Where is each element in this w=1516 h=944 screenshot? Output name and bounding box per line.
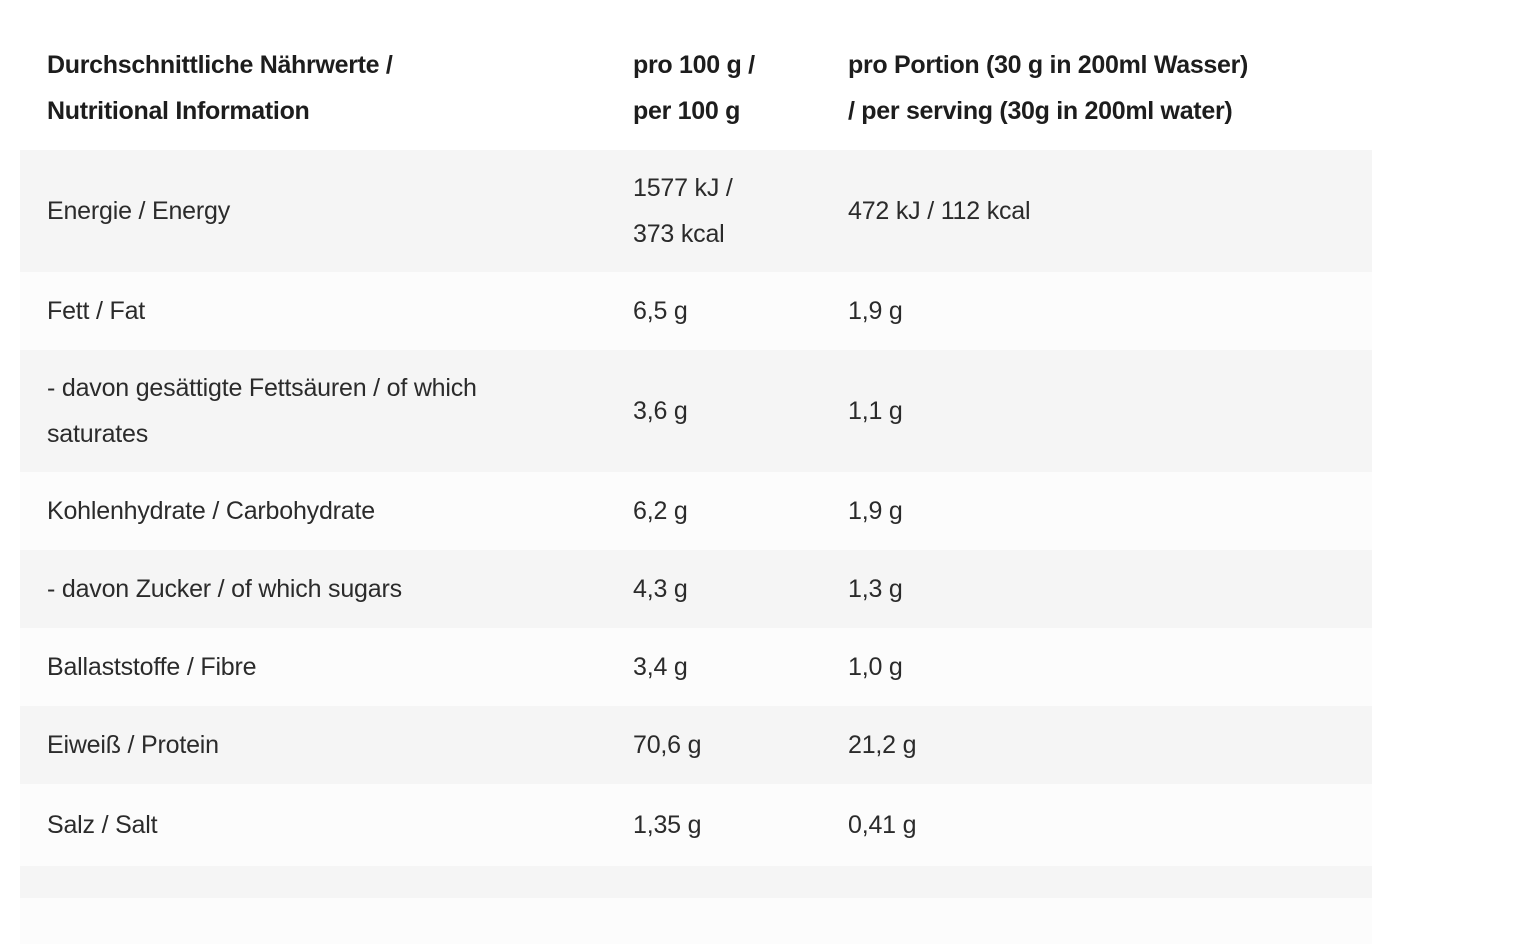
nutrient-label: Ballaststoffe / Fibre (47, 653, 257, 681)
table-row: Kohlenhydrate / Carbohydrate 6,2 g 1,9 g (20, 472, 1372, 550)
table-row: Ballaststoffe / Fibre 3,4 g 1,0 g (20, 628, 1372, 706)
table-row: Energie / Energy 1577 kJ / 373 kcal 472 … (20, 150, 1372, 272)
value-per-serving: 1,9 g (848, 297, 903, 325)
value-per-100g: 3,6 g (633, 397, 688, 425)
nutrient-label: Salz / Salt (47, 811, 158, 839)
page: { "table": { "header": { "nutrient": "Du… (47, 51, 1249, 839)
nutrient-label: Energie / Energy (47, 197, 231, 225)
header-nutrient: Durchschnittliche Nährwerte / Nutritiona… (47, 51, 393, 125)
table-row (20, 866, 1372, 898)
value-per-100g: 6,2 g (633, 497, 688, 525)
header-per-serving: pro Portion (30 g in 200ml Wasser) / per… (848, 51, 1249, 125)
header-per-100g: pro 100 g / per 100 g (633, 51, 755, 125)
table-row: - davon gesättigte Fettsäuren / of which… (20, 350, 1372, 472)
table-body: Energie / Energy 1577 kJ / 373 kcal 472 … (20, 150, 1372, 944)
value-per-100g: 70,6 g (633, 731, 702, 759)
value-per-serving: 1,9 g (848, 497, 903, 525)
table-header: Durchschnittliche Nährwerte / Nutritiona… (20, 42, 1372, 134)
table-row: Eiweiß / Protein 70,6 g 21,2 g (20, 706, 1372, 784)
value-per-100g: 6,5 g (633, 297, 688, 325)
table-row: Fett / Fat 6,5 g 1,9 g (20, 272, 1372, 350)
value-per-serving: 1,1 g (848, 397, 903, 425)
table-row: Salz / Salt 1,35 g 0,41 g (20, 784, 1372, 866)
nutrient-label: Eiweiß / Protein (47, 731, 219, 759)
value-per-serving: 472 kJ / 112 kcal (848, 197, 1031, 225)
table-row (20, 898, 1372, 944)
value-per-100g: 3,4 g (633, 653, 688, 681)
value-per-100g: 1,35 g (633, 811, 702, 839)
table-row: - davon Zucker / of which sugars 4,3 g 1… (20, 550, 1372, 628)
nutrient-label: - davon gesättigte Fettsäuren / of which… (47, 374, 477, 448)
nutrition-table: Durchschnittliche Nährwerte / Nutritiona… (20, 0, 1372, 944)
value-per-100g: 4,3 g (633, 575, 688, 603)
nutrient-label: - davon Zucker / of which sugars (47, 575, 402, 603)
value-per-serving: 21,2 g (848, 731, 917, 759)
value-per-serving: 1,3 g (848, 575, 903, 603)
nutrient-label: Kohlenhydrate / Carbohydrate (47, 497, 375, 525)
nutrient-label: Fett / Fat (47, 297, 146, 325)
value-per-serving: 1,0 g (848, 653, 903, 681)
value-per-serving: 0,41 g (848, 811, 917, 839)
value-per-100g: 1577 kJ / 373 kcal (633, 174, 733, 248)
